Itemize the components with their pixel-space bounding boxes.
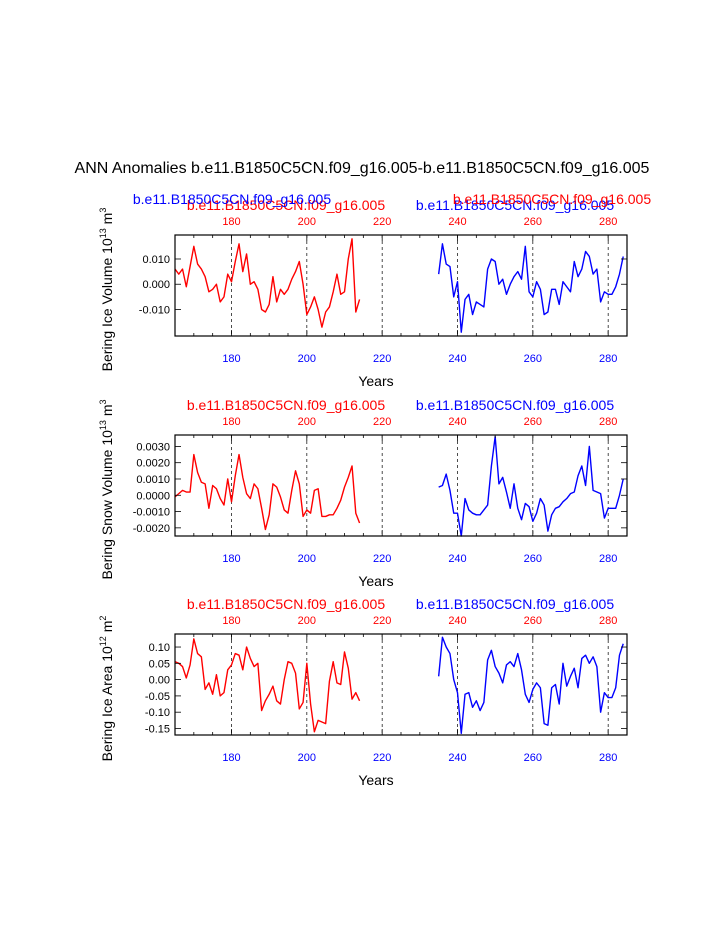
x-tick-label-bottom: 260 — [524, 752, 542, 764]
x-tick-label-bottom: 260 — [524, 553, 542, 565]
x-tick-label-bottom: 220 — [373, 353, 391, 365]
y-axis-label-part: 13 — [98, 228, 108, 238]
x-tick-label-bottom: 240 — [448, 752, 466, 764]
x-tick-label-bottom: 220 — [373, 553, 391, 565]
y-axis-label-part: Bering Ice Area 10 — [99, 646, 115, 761]
run-label-right: b.e11.B1850C5CN.f09_g16.005 — [416, 197, 614, 213]
run-label-left: b.e11.B1850C5CN.f09_g16.005 — [187, 596, 385, 612]
x-tick-label-top: 240 — [448, 416, 466, 428]
x-tick-label-bottom: 180 — [222, 553, 240, 565]
run-label-right-overlap: b.e11.B1850C5CN.f09_g16.005 — [453, 191, 651, 207]
y-axis-label-part: m — [99, 621, 115, 637]
y-axis-label-part: m — [99, 213, 115, 229]
series-line-2 — [437, 243, 624, 333]
y-axis-label-part: 2 — [98, 616, 108, 621]
series-line-2 — [438, 435, 624, 537]
series-line-2 — [437, 636, 624, 735]
x-axis-label: Years — [358, 573, 393, 589]
y-tick-label: 0.00 — [149, 675, 170, 687]
y-axis-label-part: 3 — [98, 208, 108, 213]
y-tick-label: 0.0030 — [136, 441, 170, 453]
y-tick-label: 0.0010 — [136, 474, 170, 486]
x-tick-label-top: 220 — [373, 615, 391, 627]
y-tick-label: 0.000 — [142, 279, 170, 291]
y-tick-label: 0.0020 — [136, 458, 170, 470]
x-tick-label-bottom: 240 — [448, 553, 466, 565]
x-axis-label: Years — [358, 772, 393, 788]
x-tick-label-top: 280 — [599, 615, 617, 627]
x-tick-label-top: 240 — [448, 216, 466, 228]
x-tick-label-bottom: 280 — [599, 353, 617, 365]
y-axis-label: Bering Snow Volume 1013 m3 — [98, 399, 115, 579]
panel-bering-ice-area: 0.10 0.05 0.00 -0.05 -0.10 -0.15 180 180 200 200 2… — [98, 596, 628, 788]
x-tick-label-bottom: 240 — [448, 353, 466, 365]
panel-bering-snow-volume: 0.0030 0.0020 0.0010 0.0000 -0.0010 -0.0020 18… — [98, 397, 628, 589]
x-tick-label-top: 200 — [298, 615, 316, 627]
y-tick-label: 0.05 — [149, 658, 170, 670]
plot-frame — [174, 234, 628, 337]
y-tick-label: 0.0000 — [136, 490, 170, 502]
x-tick-label-top: 260 — [524, 615, 542, 627]
y-axis-label-part: Bering Ice Volume 10 — [99, 238, 115, 371]
x-tick-label-bottom: 200 — [298, 752, 316, 764]
y-axis-label-part: 3 — [98, 399, 108, 404]
x-tick-label-top: 220 — [373, 416, 391, 428]
run-label-right: b.e11.B1850C5CN.f09_g16.005 — [416, 397, 614, 413]
run-label-left: b.e11.B1850C5CN.f09_g16.005 — [187, 197, 385, 213]
y-axis-label-part: 12 — [98, 636, 108, 646]
run-label-right: b.e11.B1850C5CN.f09_g16.005 — [416, 596, 614, 612]
x-tick-label-bottom: 200 — [298, 353, 316, 365]
x-axis-label: Years — [358, 373, 393, 389]
plot-frame — [174, 633, 628, 736]
y-tick-label: -0.0020 — [133, 523, 170, 535]
y-tick-label: -0.0010 — [133, 507, 170, 519]
y-axis-label: Bering Ice Volume 1013 m3 — [98, 208, 115, 372]
x-tick-label-top: 180 — [222, 416, 240, 428]
panels-group: 0.010 0.000 -0.010 180 180 200 200 220 220 240 240… — [98, 191, 651, 788]
y-axis-label-part: 13 — [98, 420, 108, 430]
x-tick-label-bottom: 280 — [599, 553, 617, 565]
y-axis-label: Bering Ice Area 1012 m2 — [98, 616, 115, 762]
x-tick-label-bottom: 200 — [298, 553, 316, 565]
x-tick-label-top: 180 — [222, 216, 240, 228]
figure-title: ANN Anomalies b.e11.B1850C5CN.f09_g16.00… — [75, 160, 650, 177]
y-tick-label: -0.05 — [145, 691, 170, 703]
y-tick-label: -0.010 — [139, 304, 170, 316]
x-tick-label-bottom: 260 — [524, 353, 542, 365]
run-label-left-overlap: b.e11.B1850C5CN.f09_g16.005 — [133, 191, 331, 207]
run-label-left: b.e11.B1850C5CN.f09_g16.005 — [187, 397, 385, 413]
x-tick-label-bottom: 180 — [222, 752, 240, 764]
x-tick-label-top: 220 — [373, 216, 391, 228]
y-tick-label: -0.10 — [145, 707, 170, 719]
x-tick-label-top: 240 — [448, 615, 466, 627]
plot-frame — [174, 434, 628, 537]
y-tick-label: 0.10 — [149, 642, 170, 654]
y-axis-label-part: m — [99, 405, 115, 421]
x-tick-label-top: 280 — [599, 416, 617, 428]
x-tick-label-top: 280 — [599, 216, 617, 228]
series-line-1 — [174, 453, 361, 531]
y-tick-label: -0.15 — [145, 723, 170, 735]
y-axis-label-part: Bering Snow Volume 10 — [99, 430, 115, 580]
panel-bering-ice-volume: 0.010 0.000 -0.010 180 180 200 200 220 220 240 240… — [98, 191, 651, 389]
x-tick-label-bottom: 180 — [222, 353, 240, 365]
x-tick-label-top: 200 — [298, 216, 316, 228]
series-line-1 — [174, 238, 361, 328]
x-tick-label-bottom: 280 — [599, 752, 617, 764]
x-tick-label-bottom: 220 — [373, 752, 391, 764]
x-tick-label-top: 180 — [222, 615, 240, 627]
x-tick-label-top: 200 — [298, 416, 316, 428]
series-line-1 — [174, 638, 361, 733]
y-tick-label: 0.010 — [142, 254, 170, 266]
x-tick-label-top: 260 — [524, 216, 542, 228]
x-tick-label-top: 260 — [524, 416, 542, 428]
